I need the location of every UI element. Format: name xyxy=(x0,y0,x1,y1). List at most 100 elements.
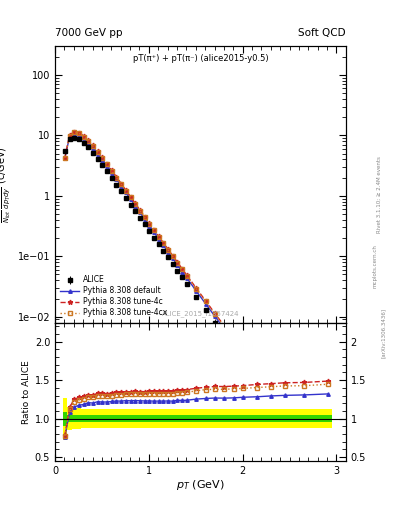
Pythia 8.308 tune-4c xyxy=(86,137,91,143)
Pythia 8.308 tune-4cx xyxy=(180,266,184,272)
Pythia 8.308 default xyxy=(302,423,307,430)
Pythia 8.308 tune-4c xyxy=(95,148,100,155)
Pythia 8.308 tune-4cx xyxy=(269,382,274,388)
Pythia 8.308 tune-4cx xyxy=(109,168,114,174)
Pythia 8.308 default xyxy=(72,131,77,137)
Pythia 8.308 default xyxy=(77,132,81,138)
Pythia 8.308 tune-4cx xyxy=(156,234,161,240)
Pythia 8.308 tune-4c xyxy=(147,220,152,226)
Pythia 8.308 tune-4c xyxy=(119,181,123,187)
Pythia 8.308 tune-4cx xyxy=(128,195,133,201)
Line: Pythia 8.308 tune-4cx: Pythia 8.308 tune-4cx xyxy=(63,131,329,451)
Pythia 8.308 tune-4cx xyxy=(147,221,152,227)
Pythia 8.308 tune-4c xyxy=(171,252,175,259)
Pythia 8.308 tune-4c xyxy=(175,259,180,265)
Pythia 8.308 default xyxy=(184,275,189,281)
Pythia 8.308 default xyxy=(67,134,72,140)
Pythia 8.308 tune-4cx xyxy=(91,143,95,149)
Pythia 8.308 default xyxy=(269,385,274,391)
Pythia 8.308 tune-4c xyxy=(105,161,109,167)
Pythia 8.308 tune-4cx xyxy=(138,207,142,214)
Pythia 8.308 tune-4cx xyxy=(105,161,109,167)
Pythia 8.308 tune-4cx xyxy=(283,399,288,406)
Pythia 8.308 tune-4c xyxy=(241,348,246,354)
Pythia 8.308 default xyxy=(147,223,152,229)
Pythia 8.308 tune-4c xyxy=(231,335,236,342)
Pythia 8.308 tune-4c xyxy=(72,129,77,135)
Pythia 8.308 tune-4c xyxy=(128,194,133,200)
Pythia 8.308 tune-4cx xyxy=(86,138,91,144)
Pythia 8.308 tune-4cx xyxy=(302,421,307,427)
Pythia 8.308 default xyxy=(152,229,156,236)
Pythia 8.308 tune-4cx xyxy=(142,214,147,220)
Pythia 8.308 tune-4cx xyxy=(175,260,180,266)
Pythia 8.308 tune-4cx xyxy=(255,365,259,371)
Pythia 8.308 default xyxy=(231,338,236,345)
X-axis label: $p_{T}$ (GeV): $p_{T}$ (GeV) xyxy=(176,478,225,493)
Pythia 8.308 tune-4cx xyxy=(194,286,198,292)
Pythia 8.308 tune-4cx xyxy=(81,134,86,140)
Pythia 8.308 tune-4c xyxy=(114,174,119,180)
Pythia 8.308 tune-4c xyxy=(161,240,166,246)
Text: pT(π⁺) + pT(π⁻) (alice2015-y0.5): pT(π⁺) + pT(π⁻) (alice2015-y0.5) xyxy=(132,54,268,63)
Pythia 8.308 tune-4cx xyxy=(77,130,81,136)
Pythia 8.308 default xyxy=(142,216,147,222)
Pythia 8.308 default xyxy=(105,163,109,169)
Pythia 8.308 tune-4c xyxy=(325,445,330,452)
Pythia 8.308 tune-4c xyxy=(222,323,227,329)
Pythia 8.308 tune-4cx xyxy=(152,227,156,233)
Pythia 8.308 tune-4cx xyxy=(161,240,166,246)
Pythia 8.308 tune-4c xyxy=(133,200,138,206)
Pythia 8.308 tune-4cx xyxy=(166,247,171,253)
Pythia 8.308 default xyxy=(213,313,217,319)
Pythia 8.308 tune-4c xyxy=(194,285,198,291)
Pythia 8.308 tune-4c xyxy=(62,155,67,161)
Pythia 8.308 tune-4c xyxy=(203,298,208,304)
Pythia 8.308 tune-4cx xyxy=(171,253,175,260)
Text: Soft QCD: Soft QCD xyxy=(298,28,346,38)
Pythia 8.308 tune-4c xyxy=(302,420,307,426)
Pythia 8.308 tune-4cx xyxy=(203,298,208,305)
Pythia 8.308 tune-4cx xyxy=(119,181,123,187)
Pythia 8.308 tune-4c xyxy=(138,207,142,213)
Pythia 8.308 default xyxy=(325,449,330,455)
Pythia 8.308 tune-4cx xyxy=(95,149,100,155)
Pythia 8.308 tune-4c xyxy=(180,266,184,272)
Pythia 8.308 default xyxy=(114,176,119,182)
Pythia 8.308 tune-4c xyxy=(109,167,114,174)
Pythia 8.308 tune-4cx xyxy=(72,130,77,136)
Pythia 8.308 default xyxy=(100,157,105,163)
Legend: ALICE, Pythia 8.308 default, Pythia 8.308 tune-4c, Pythia 8.308 tune-4cx: ALICE, Pythia 8.308 default, Pythia 8.30… xyxy=(59,274,168,319)
Pythia 8.308 default xyxy=(203,301,208,307)
Pythia 8.308 tune-4c xyxy=(156,233,161,239)
Pythia 8.308 default xyxy=(171,255,175,262)
Pythia 8.308 tune-4cx xyxy=(184,273,189,279)
Pythia 8.308 tune-4cx xyxy=(213,311,217,317)
Line: Pythia 8.308 default: Pythia 8.308 default xyxy=(63,132,329,454)
Pythia 8.308 default xyxy=(62,155,67,161)
Pythia 8.308 default xyxy=(138,209,142,216)
Pythia 8.308 default xyxy=(283,402,288,408)
Pythia 8.308 tune-4c xyxy=(67,132,72,138)
Pythia 8.308 default xyxy=(194,288,198,294)
Pythia 8.308 default xyxy=(255,368,259,374)
Pythia 8.308 tune-4cx xyxy=(100,155,105,161)
Pythia 8.308 tune-4cx xyxy=(133,201,138,207)
Pythia 8.308 tune-4cx xyxy=(114,175,119,181)
Pythia 8.308 default xyxy=(91,144,95,151)
Pythia 8.308 default xyxy=(95,151,100,157)
Pythia 8.308 tune-4c xyxy=(123,187,128,193)
Pythia 8.308 tune-4c xyxy=(81,133,86,139)
Text: 7000 GeV pp: 7000 GeV pp xyxy=(55,28,123,38)
Pythia 8.308 default xyxy=(222,326,227,332)
Pythia 8.308 default xyxy=(175,262,180,268)
Pythia 8.308 default xyxy=(81,135,86,141)
Text: ALICE_2015_I1357424: ALICE_2015_I1357424 xyxy=(162,310,239,317)
Pythia 8.308 default xyxy=(161,242,166,248)
Pythia 8.308 tune-4c xyxy=(269,381,274,388)
Y-axis label: $\frac{1}{N_{tot}}\,\frac{d^2N}{dp_{T}dy}$ (c/GeV): $\frac{1}{N_{tot}}\,\frac{d^2N}{dp_{T}dy… xyxy=(0,146,13,223)
Pythia 8.308 tune-4cx xyxy=(62,155,67,161)
Pythia 8.308 tune-4c xyxy=(142,214,147,220)
Pythia 8.308 tune-4c xyxy=(255,365,259,371)
Pythia 8.308 default xyxy=(86,139,91,145)
